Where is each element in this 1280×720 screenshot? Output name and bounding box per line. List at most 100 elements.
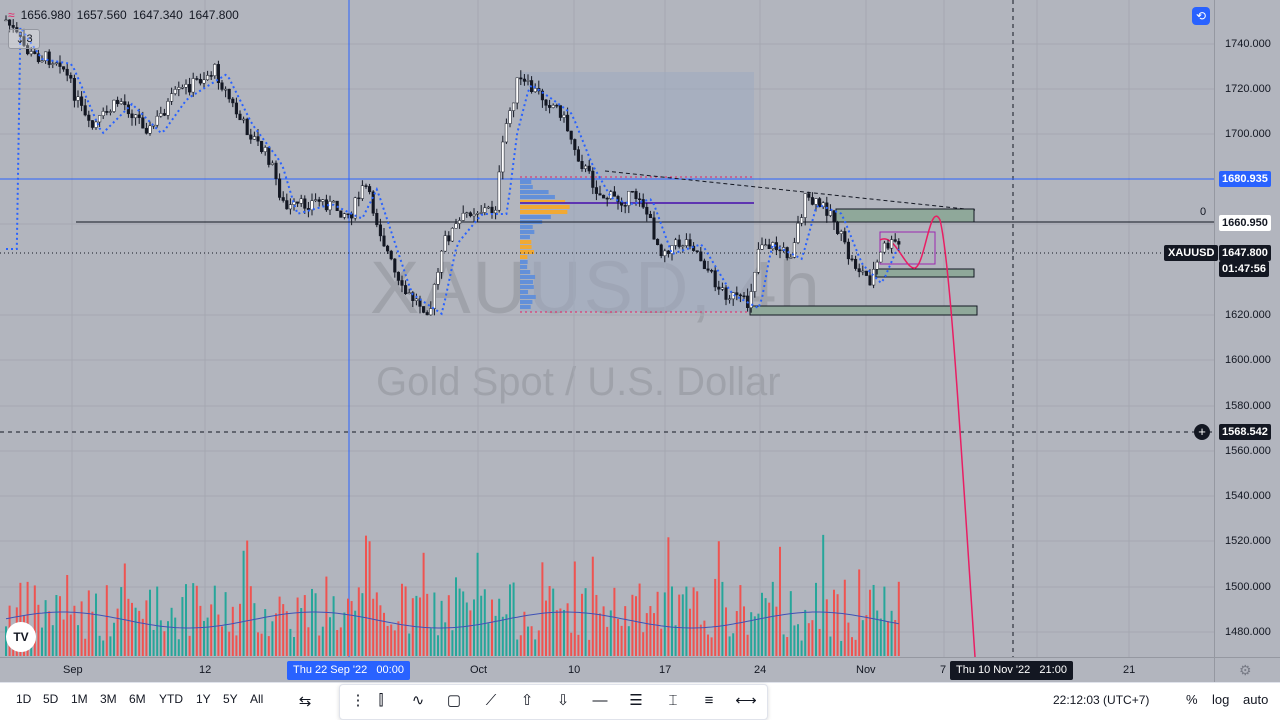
volume-bar — [480, 595, 483, 656]
candle-body — [652, 217, 656, 240]
text-cursor-icon[interactable]: ⌶ — [668, 691, 678, 709]
add-alert-icon[interactable]: + — [1194, 424, 1210, 440]
volume-bar — [732, 633, 735, 656]
candle-body — [105, 111, 109, 113]
candle-body — [810, 197, 814, 205]
volume-bar — [825, 599, 828, 656]
timeframe-1d[interactable]: 1D — [16, 692, 32, 706]
timeframe-ytd[interactable]: YTD — [159, 692, 183, 706]
volume-bar — [44, 600, 47, 656]
volume-bar — [847, 622, 850, 656]
volume-bar — [584, 588, 587, 656]
candle-body — [713, 270, 717, 288]
candle-body — [670, 245, 674, 254]
candle-body — [270, 162, 274, 165]
indicators-toggle[interactable]: ⌄ 3 — [8, 29, 40, 49]
candle-body — [134, 114, 138, 119]
measure-icon[interactable]: ⟷ — [735, 692, 757, 709]
clock[interactable]: 22:12:03 (UTC+7) — [1053, 693, 1150, 707]
price-label-crosshair: 1568.542 — [1219, 424, 1271, 440]
volume-bar — [494, 615, 497, 656]
crosshair-time-label: Thu 22 Sep '22 00:00 — [287, 661, 410, 680]
candle-body — [155, 115, 159, 126]
bar-pattern-icon[interactable]: ⫿ — [378, 691, 384, 709]
time-tick: Nov — [856, 664, 876, 676]
price-axis[interactable]: ⟲ 1740.000 1720.000 1700.000 1620.000 16… — [1192, 0, 1280, 657]
volume-bar — [203, 620, 205, 656]
volume-bar — [861, 620, 864, 656]
volume-bar — [177, 639, 180, 656]
volume-bar — [750, 612, 753, 656]
candle-body — [836, 222, 840, 234]
date-range-icon[interactable]: ⇆ — [298, 693, 312, 710]
settings-icon[interactable]: ⚙ — [1239, 662, 1252, 678]
volume-profile-bar — [520, 180, 532, 184]
volume-bar — [401, 583, 403, 656]
volume-bar — [242, 550, 245, 656]
tv-logo-icon[interactable]: TV — [6, 622, 36, 652]
volume-profile-bar — [520, 295, 536, 299]
volume-profile-bar — [520, 255, 528, 259]
timeframe-3m[interactable]: 3M — [100, 692, 117, 706]
fullscreen-icon[interactable]: ⟲ — [1192, 7, 1210, 25]
percent-toggle[interactable]: % — [1186, 692, 1198, 707]
volume-bar — [62, 619, 65, 656]
fib-icon[interactable]: ≡ — [704, 691, 714, 709]
volume-bar — [552, 588, 555, 656]
volume-bar — [451, 630, 454, 656]
log-toggle[interactable]: log — [1212, 692, 1230, 707]
candle-body — [260, 140, 264, 152]
candle-body — [296, 201, 300, 204]
trendline-icon[interactable]: ⟋ — [485, 691, 497, 709]
time-axis[interactable]: Sep 12 Oct 10 17 24 Nov 7 21 Thu 22 Sep … — [0, 657, 1214, 683]
candle-body — [108, 111, 112, 113]
candle-body — [677, 239, 681, 247]
candle-body — [209, 75, 213, 77]
volume-bar — [199, 605, 202, 656]
volume-bar — [339, 627, 342, 656]
symbol-tag: XAUUSD — [1164, 245, 1219, 261]
candle-body — [346, 213, 350, 216]
candle-body — [198, 79, 202, 84]
candle-body — [501, 141, 505, 173]
arrow-down-icon[interactable]: ⇩ — [556, 692, 570, 709]
volume-profile-bar — [520, 305, 531, 309]
candle-body — [555, 104, 559, 107]
parallel-channel-icon[interactable]: ☰ — [629, 692, 643, 709]
candle-body — [767, 244, 771, 249]
candle-body — [742, 295, 746, 298]
volume-bar — [87, 590, 90, 656]
candle-body — [814, 198, 818, 205]
candle-body — [548, 105, 552, 108]
volume-bar — [116, 608, 119, 656]
candle-body — [238, 113, 242, 121]
chart-canvas[interactable]: XAUUSD, 4h Gold Spot / U.S. Dollar — [0, 0, 1214, 657]
volume-bar — [264, 609, 267, 656]
price-tick: 1580.000 — [1225, 400, 1271, 412]
volume-profile-bar — [520, 185, 533, 189]
drag-handle-icon[interactable]: ⋮ — [350, 692, 366, 709]
candle-body — [40, 60, 44, 63]
candle-body — [821, 202, 825, 208]
timeframe-1m[interactable]: 1M — [71, 692, 88, 706]
candle-body — [868, 275, 872, 286]
chevron-down-icon: ⌄ — [15, 33, 25, 46]
horizontal-line-icon[interactable]: — — [592, 691, 608, 709]
candle-body — [508, 110, 512, 124]
timeframe-all[interactable]: All — [250, 692, 264, 706]
timeframe-6m[interactable]: 6M — [129, 692, 146, 706]
auto-toggle[interactable]: auto — [1243, 692, 1269, 707]
candle-body — [839, 231, 843, 234]
candle-body — [792, 242, 796, 258]
time-tick: 24 — [754, 664, 767, 676]
brush-icon[interactable]: ∿ — [411, 692, 425, 709]
timeframe-5d[interactable]: 5D — [43, 692, 59, 706]
volume-bar — [131, 602, 133, 656]
arrow-up-icon[interactable]: ⇧ — [520, 692, 534, 709]
candle-body — [692, 245, 696, 251]
timeframe-1y[interactable]: 1Y — [196, 692, 211, 706]
timeframe-5y[interactable]: 5Y — [223, 692, 238, 706]
volume-bar — [357, 587, 360, 656]
rectangle-icon[interactable]: ▢ — [446, 692, 462, 709]
compare-icon[interactable]: ≈ — [8, 8, 15, 22]
